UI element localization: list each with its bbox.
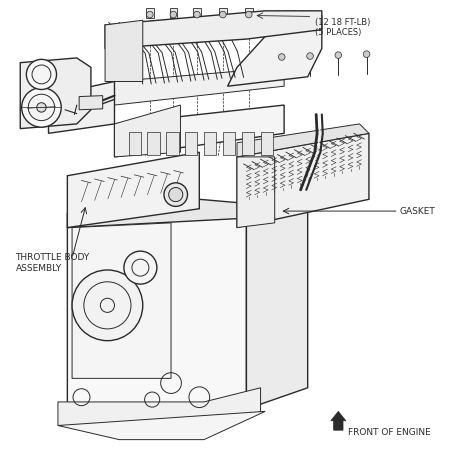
Polygon shape	[79, 96, 103, 110]
Circle shape	[36, 103, 46, 112]
Circle shape	[170, 11, 177, 18]
Circle shape	[146, 11, 153, 18]
Circle shape	[124, 251, 157, 284]
Polygon shape	[237, 133, 369, 228]
Polygon shape	[105, 20, 143, 82]
Polygon shape	[115, 105, 284, 157]
Circle shape	[28, 94, 55, 120]
Bar	[219, 9, 227, 18]
Bar	[146, 9, 154, 18]
Circle shape	[164, 183, 188, 206]
Polygon shape	[58, 388, 261, 435]
Text: (12 18 FT-LB)
(5 PLACES): (12 18 FT-LB) (5 PLACES)	[315, 18, 370, 37]
Circle shape	[363, 51, 370, 57]
Polygon shape	[67, 199, 308, 228]
Polygon shape	[67, 209, 246, 426]
Circle shape	[335, 52, 342, 58]
Circle shape	[169, 188, 183, 201]
Polygon shape	[199, 209, 308, 426]
Bar	[185, 132, 197, 155]
Bar	[170, 9, 177, 18]
Polygon shape	[331, 411, 346, 430]
Text: THROTTLE BODY
ASSEMBLY: THROTTLE BODY ASSEMBLY	[16, 253, 90, 273]
Bar	[147, 132, 160, 155]
Polygon shape	[67, 152, 199, 228]
Bar	[204, 132, 216, 155]
Polygon shape	[58, 411, 265, 439]
Polygon shape	[48, 82, 115, 133]
Polygon shape	[72, 223, 171, 378]
Text: FRONT OF ENGINE: FRONT OF ENGINE	[348, 428, 430, 437]
Polygon shape	[105, 11, 322, 48]
Circle shape	[307, 53, 313, 59]
Circle shape	[219, 11, 226, 18]
Bar	[166, 132, 179, 155]
Bar	[223, 132, 235, 155]
Text: GASKET: GASKET	[400, 207, 435, 216]
Bar	[242, 132, 254, 155]
Circle shape	[32, 65, 51, 84]
Circle shape	[278, 54, 285, 60]
Bar	[193, 9, 201, 18]
Polygon shape	[115, 105, 181, 157]
Bar	[261, 132, 273, 155]
Polygon shape	[20, 58, 91, 128]
Circle shape	[27, 59, 56, 90]
Circle shape	[246, 11, 252, 18]
Polygon shape	[237, 157, 275, 228]
Circle shape	[194, 11, 200, 18]
Circle shape	[72, 270, 143, 341]
Polygon shape	[228, 16, 322, 86]
Bar	[245, 9, 253, 18]
Polygon shape	[237, 124, 369, 157]
Bar	[128, 132, 141, 155]
Circle shape	[22, 88, 61, 127]
Polygon shape	[115, 67, 284, 105]
